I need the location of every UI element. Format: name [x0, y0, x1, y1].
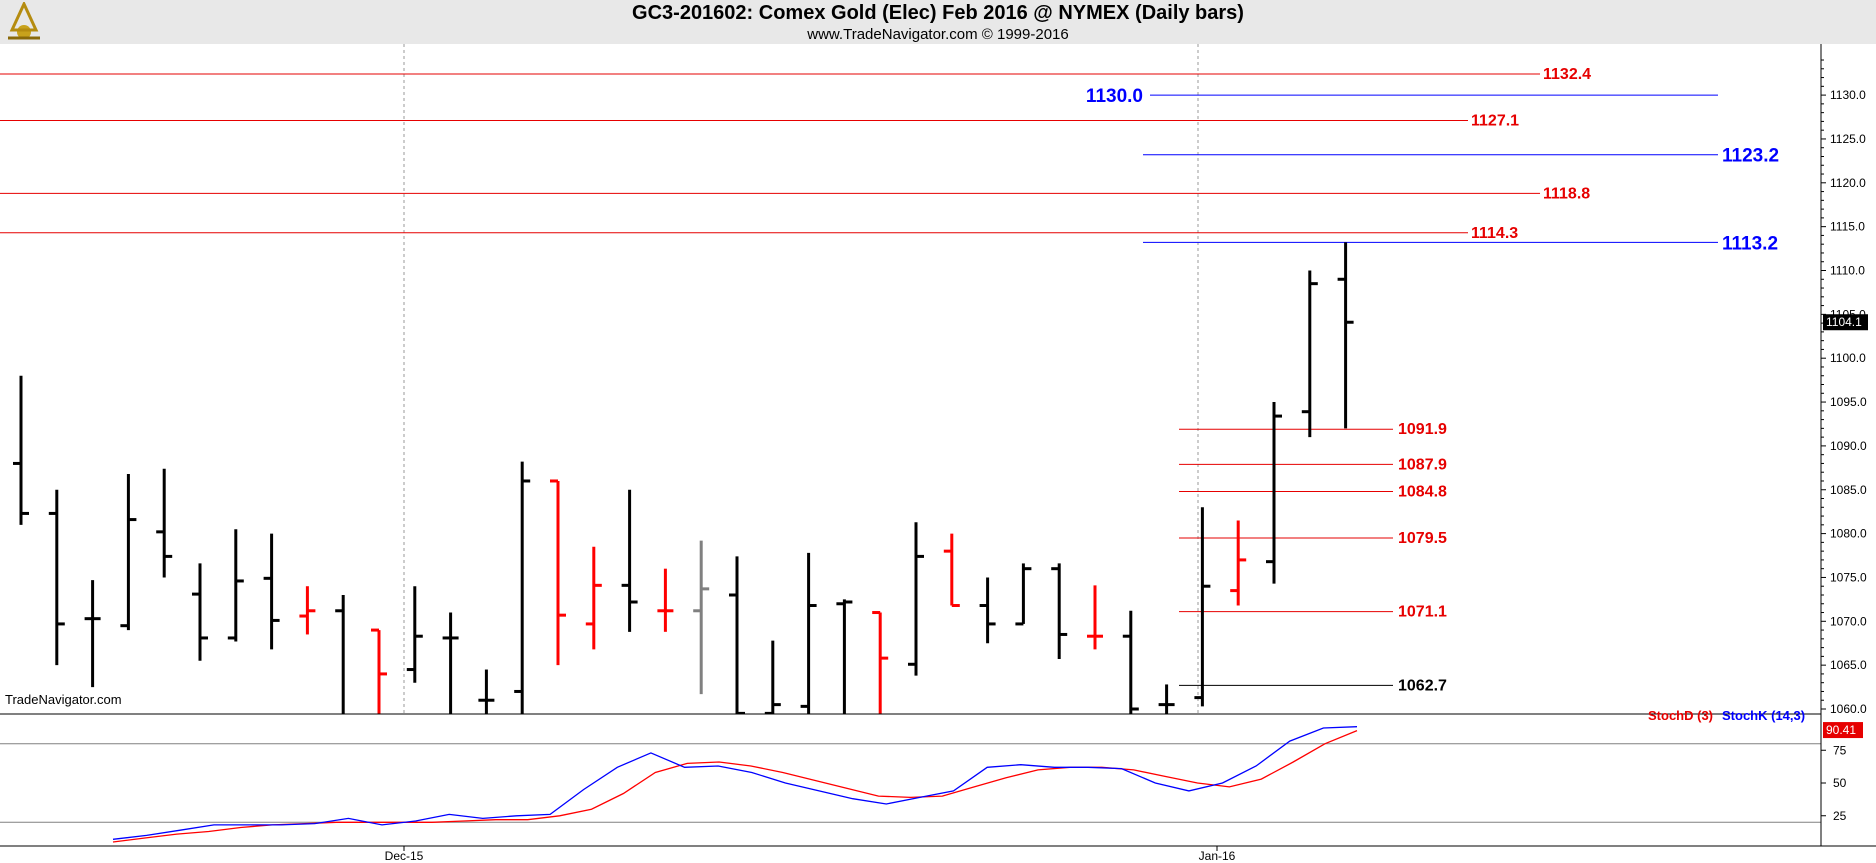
ohlc-bar [1266, 402, 1282, 584]
level-label: 1071.1 [1398, 604, 1447, 621]
level-lines: 1132.4 1130.0 1127.1 1123.2 1118.8 1114.3 1113… [0, 66, 1779, 694]
price-tick-label: 1075.0 [1830, 570, 1867, 584]
stoch-last-value-label: 90.41 [1826, 723, 1856, 737]
ohlc-bar [693, 540, 710, 695]
ohlc-bar [442, 612, 459, 721]
x-tick-label: Jan-16 [1199, 849, 1236, 863]
price-tick-label: 1115.0 [1830, 220, 1865, 234]
price-tick-label: 1090.0 [1830, 439, 1867, 453]
ohlc-bar [120, 473, 137, 631]
ohlc-bar [1194, 507, 1211, 707]
level-label: 1114.3 [1471, 225, 1518, 242]
price-tick-label: 1110.0 [1830, 264, 1865, 278]
stoch-k-line [112, 726, 1358, 840]
ohlc-bar [13, 375, 29, 525]
ohlc-bar [192, 563, 208, 661]
ohlc-bar [1230, 520, 1247, 606]
ohlc-bar [621, 489, 638, 632]
ohlc-bar [550, 479, 566, 666]
price-tick-label: 1085.0 [1830, 483, 1867, 497]
ohlc-bar [872, 611, 889, 721]
price-tick-label: 1095.0 [1830, 395, 1867, 409]
price-tick-label: 1100.0 [1830, 351, 1866, 365]
price-tick-label: 1130.0 [1830, 88, 1866, 102]
ohlc-bar [371, 628, 387, 721]
ohlc-bar [1087, 585, 1103, 650]
ohlc-bar [227, 529, 244, 642]
level-label: 1118.8 [1543, 185, 1590, 202]
price-tick-label: 1080.0 [1830, 527, 1867, 541]
ohlc-bar [1301, 270, 1318, 438]
ohlc-bar [943, 533, 960, 608]
level-label: 1084.8 [1398, 484, 1447, 501]
ohlc-bar [478, 669, 495, 721]
ohlc-bar [729, 556, 745, 721]
stochastic-panel-background [0, 714, 1821, 846]
stoch-tick-label: 50 [1833, 776, 1847, 790]
trade-navigator-logo-icon [8, 2, 40, 40]
ohlc-bar [908, 522, 924, 676]
ohlc-bar [299, 586, 316, 635]
ohlc-bar [263, 533, 280, 650]
x-tick-label: Dec-15 [385, 849, 424, 863]
ohlc-bar [657, 568, 674, 632]
ohlc-bar [800, 552, 817, 721]
chart-subtitle: www.TradeNavigator.com © 1999-2016 [807, 26, 1069, 43]
price-panel-background [0, 44, 1821, 709]
stoch-k-legend: StochK (14,3) [1722, 708, 1805, 723]
stoch-lines [112, 726, 1358, 843]
ohlc-bar [156, 468, 173, 578]
price-bars [13, 242, 1354, 722]
ohlc-bar [585, 546, 602, 650]
ohlc-bar [979, 577, 996, 644]
level-label: 1127.1 [1471, 113, 1519, 130]
ohlc-bar [764, 640, 781, 721]
level-label: 1123.2 [1722, 146, 1779, 167]
price-tick-label: 1065.0 [1830, 658, 1867, 672]
stoch-tick-label: 75 [1833, 743, 1847, 757]
price-tick-label: 1070.0 [1830, 614, 1867, 628]
level-label: 1091.9 [1398, 421, 1447, 438]
ohlc-bar [1051, 563, 1068, 660]
ohlc-bar [836, 599, 853, 721]
ohlc-bar [514, 461, 531, 721]
level-label: 1087.9 [1398, 456, 1447, 473]
stoch-tick-label: 25 [1833, 809, 1847, 823]
level-label: 1130.0 [1086, 86, 1143, 107]
level-label: 1062.7 [1398, 677, 1447, 694]
last-price-label: 1104.1 [1826, 315, 1862, 329]
axes: 1060.0 1065.0 1070.0 1075.0 1080.0 1085.0 1090… [385, 44, 1868, 863]
ohlc-bar [84, 580, 101, 688]
price-tick-label: 1120.0 [1830, 176, 1866, 190]
ohlc-bar [406, 586, 423, 683]
chart-title: GC3-201602: Comex Gold (Elec) Feb 2016 @… [632, 2, 1244, 24]
level-label: 1113.2 [1722, 233, 1778, 254]
ohlc-bar [1337, 242, 1354, 429]
level-label: 1079.5 [1398, 530, 1447, 547]
chart-header: GC3-201602: Comex Gold (Elec) Feb 2016 @… [0, 0, 1876, 44]
stoch-last-value-badge [1823, 722, 1863, 739]
price-tick-label: 1060.0 [1830, 702, 1867, 716]
stoch-d-legend: StochD (3) [1648, 708, 1713, 723]
ohlc-bar [1015, 563, 1032, 626]
ohlc-bar [48, 489, 65, 666]
last-price-badge [1823, 314, 1868, 331]
price-tick-label: 1125.0 [1830, 132, 1866, 146]
watermark-text: TradeNavigator.com [5, 692, 122, 707]
stoch-grid [0, 713, 1876, 847]
ohlc-bar [1122, 610, 1139, 721]
level-label: 1132.4 [1543, 66, 1591, 83]
